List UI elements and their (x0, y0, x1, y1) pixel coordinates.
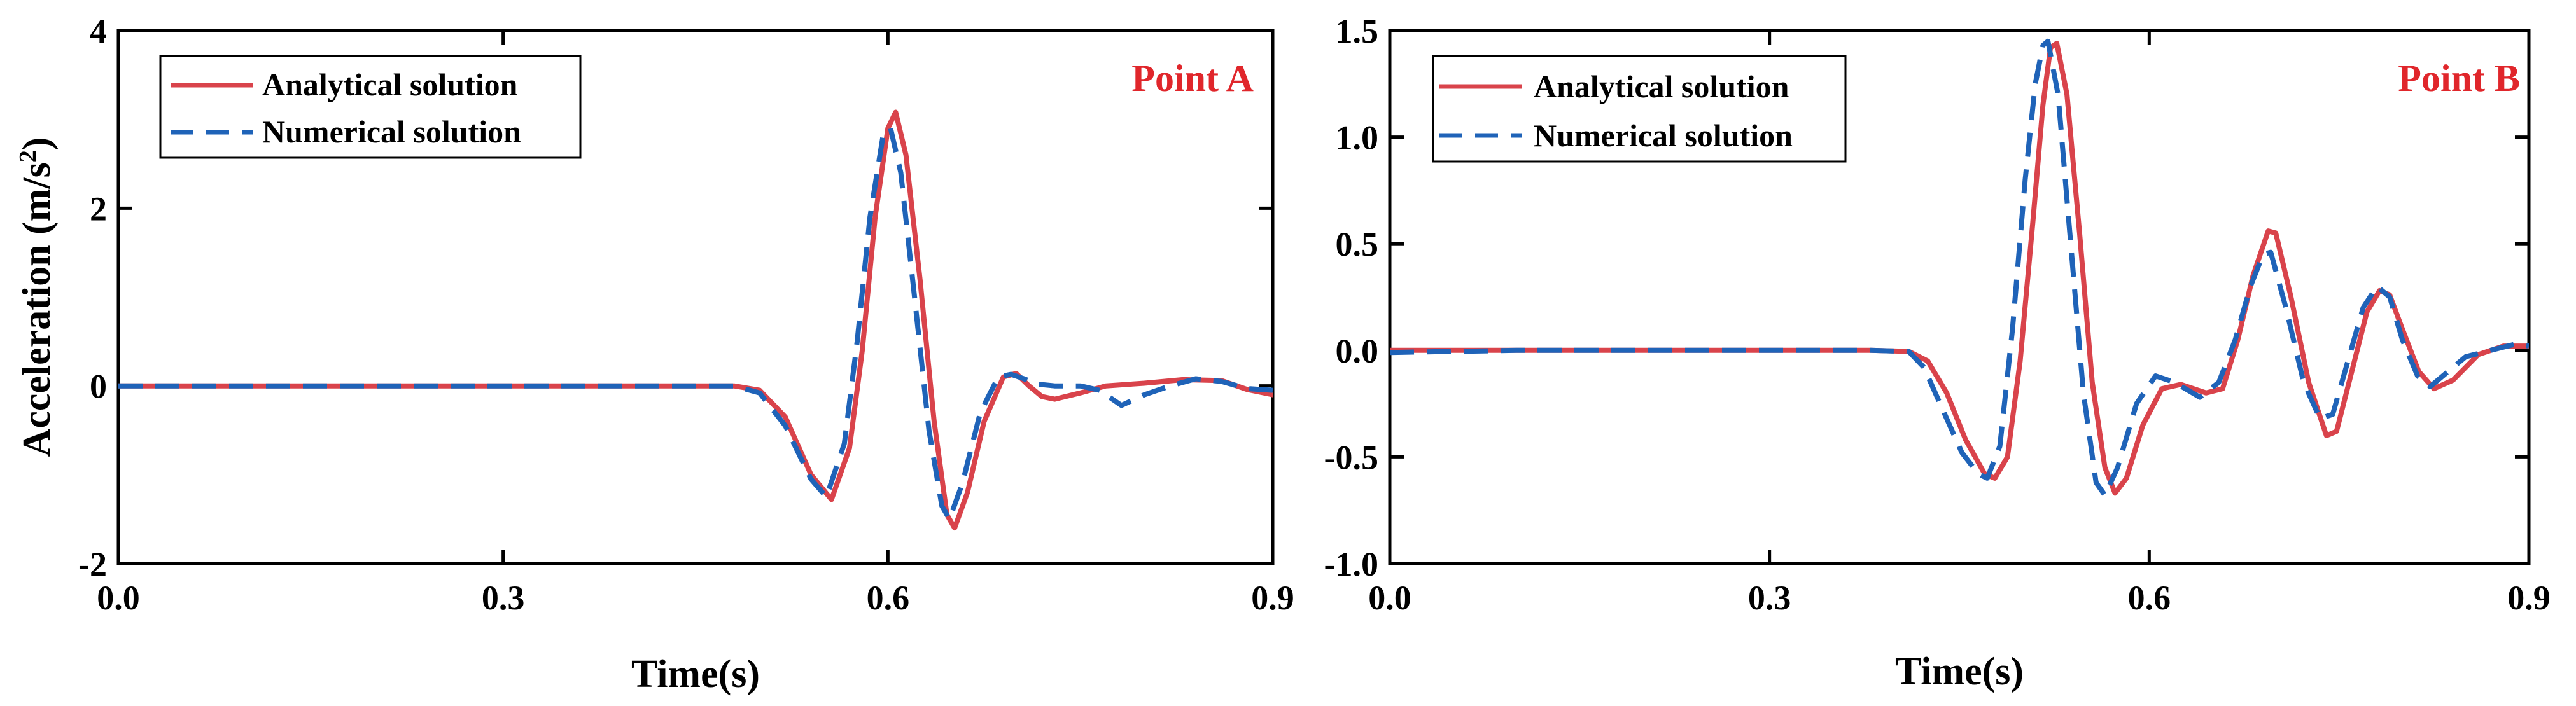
y-tick-label-b: -0.5 (1324, 438, 1378, 476)
y-tick-label-a: 4 (90, 12, 107, 50)
y-tick-label-b: 0.5 (1336, 225, 1379, 263)
legend-label-numerical-a: Numerical solution (262, 114, 521, 149)
x-tick-label-b: 0.0 (1368, 579, 1411, 617)
numerical-series-line-b (1390, 38, 2529, 498)
y-axis-label-close: ) (15, 137, 59, 151)
numerical-series-line-a (118, 125, 1273, 522)
y-axis-label-text: Acceleration (m/s (15, 162, 59, 457)
y-tick-label-a: 2 (90, 190, 107, 228)
series-lines-a (118, 109, 1273, 531)
legend-label-analytical-a: Analytical solution (262, 67, 518, 102)
y-tick-label-b: 1.5 (1336, 12, 1379, 50)
legend-box-a (159, 55, 582, 159)
plot-frame-b (1388, 29, 2531, 565)
chart-point-b: 0.0 0.3 0.6 0.9 -1.0 -0.5 0.0 0.5 1.0 1.5 Time(s… (1324, 12, 2551, 693)
legend-label-analytical-b: Analytical solution (1534, 69, 1789, 104)
x-tick-label-b: 0.3 (1748, 579, 1791, 617)
panel-label-a: Point A (1131, 57, 1254, 99)
y-axis-label-superscript: 2 (15, 150, 41, 162)
x-tick-label-a: 0.9 (1251, 579, 1294, 617)
legend-a: Analytical solution Numerical solution (159, 55, 582, 159)
x-ticks-a: 0.0 0.3 0.6 0.9 (97, 31, 1294, 617)
y-ticks-a: -2 0 2 4 (78, 12, 1273, 583)
y-tick-label-b: -1.0 (1324, 545, 1378, 583)
plot-frame-a (116, 29, 1275, 565)
analytical-series-line-a (118, 109, 1273, 531)
x-tick-label-a: 0.3 (482, 579, 525, 617)
x-tick-label-a: 0.0 (97, 579, 140, 617)
x-tick-label-b: 0.6 (2128, 579, 2171, 617)
legend-b: Analytical solution Numerical solution (1432, 55, 1847, 163)
series-lines-b (1390, 38, 2529, 498)
y-tick-label-b: 0.0 (1336, 332, 1379, 370)
y-tick-label-a: 0 (90, 368, 107, 406)
panel-label-b: Point B (2398, 57, 2520, 99)
y-axis-label: Acceleration (m/s2) (15, 137, 59, 457)
legend-box-b (1432, 55, 1847, 163)
x-axis-label-b: Time(s) (1895, 650, 2024, 693)
x-tick-label-a: 0.6 (867, 579, 910, 617)
x-tick-label-b: 0.9 (2507, 579, 2551, 617)
legend-label-numerical-b: Numerical solution (1534, 118, 1793, 153)
y-ticks-b: -1.0 -0.5 0.0 0.5 1.0 1.5 (1324, 12, 2529, 583)
y-tick-label-b: 1.0 (1336, 119, 1379, 157)
x-ticks-b: 0.0 0.3 0.6 0.9 (1368, 31, 2551, 617)
y-tick-label-a: -2 (78, 545, 107, 583)
x-axis-label-a: Time(s) (631, 653, 760, 696)
